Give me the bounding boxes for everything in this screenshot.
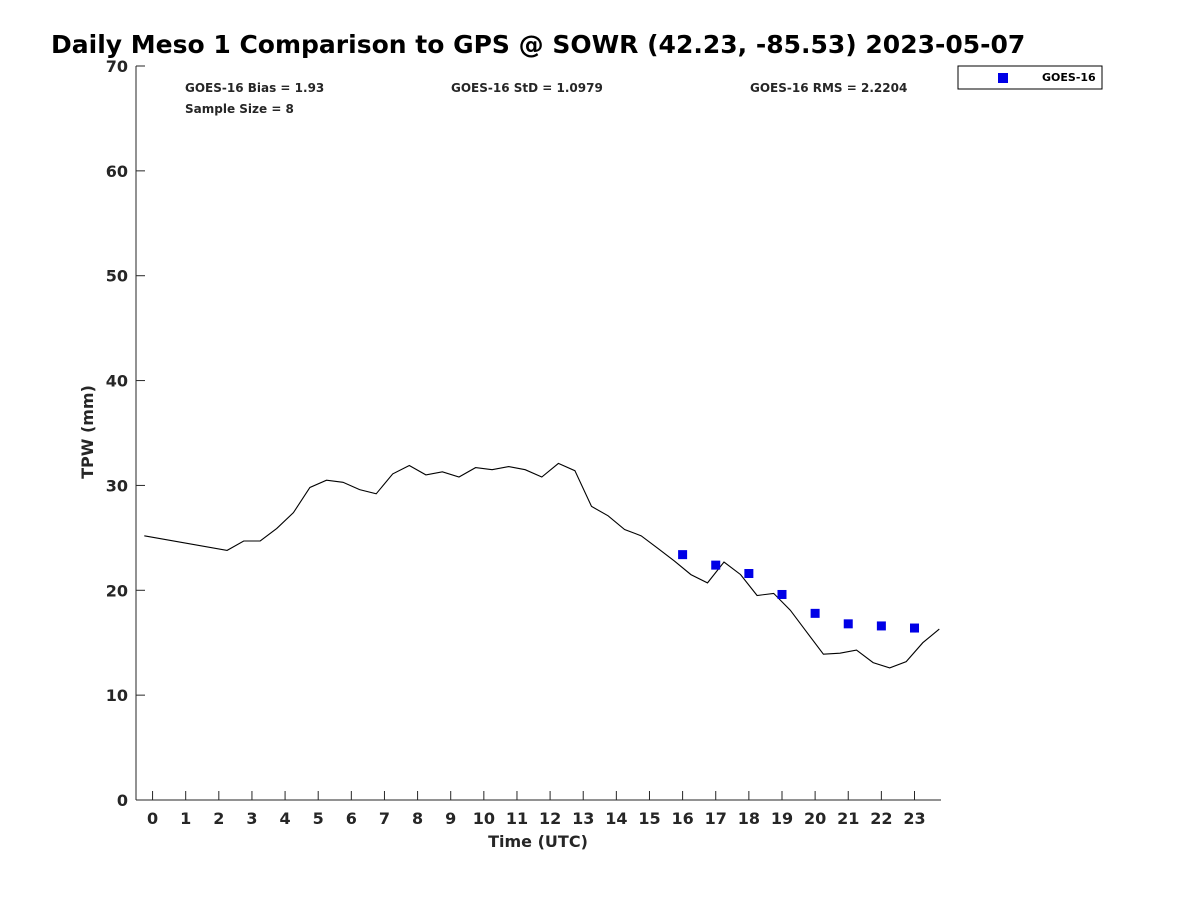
- y-tick-label: 10: [106, 686, 128, 705]
- goes16-point: [777, 589, 787, 599]
- x-tick-label: 13: [572, 809, 594, 828]
- goes16-point: [711, 560, 721, 570]
- x-tick-label: 12: [539, 809, 561, 828]
- y-tick-label: 40: [106, 372, 128, 391]
- stat-std: GOES-16 StD = 1.0979: [451, 81, 603, 95]
- x-tick-label: 7: [379, 809, 390, 828]
- x-tick-label: 22: [870, 809, 892, 828]
- y-tick-label: 20: [106, 581, 128, 600]
- gps-tpw-line: [144, 462, 940, 669]
- x-tick-label: 19: [771, 809, 793, 828]
- x-tick-label: 10: [473, 809, 495, 828]
- x-tick-label: 4: [280, 809, 291, 828]
- x-tick-label: 16: [671, 809, 693, 828]
- legend-box: [957, 65, 1103, 90]
- stat-rms: GOES-16 RMS = 2.2204: [750, 81, 907, 95]
- x-tick-label: 23: [903, 809, 925, 828]
- chart-title: Daily Meso 1 Comparison to GPS @ SOWR (4…: [51, 30, 1026, 59]
- x-tick-label: 14: [605, 809, 627, 828]
- x-tick-label: 15: [638, 809, 660, 828]
- legend-marker-goes16: [998, 73, 1008, 83]
- x-tick-label: 2: [213, 809, 224, 828]
- x-tick-label: 9: [445, 809, 456, 828]
- goes16-point: [678, 550, 688, 560]
- x-tick-label: 17: [705, 809, 727, 828]
- stat-bias: GOES-16 Bias = 1.93: [185, 81, 324, 95]
- goes16-point: [744, 569, 754, 579]
- legend: GOES-16: [957, 65, 1103, 90]
- x-tick-label: 8: [412, 809, 423, 828]
- x-tick-label: 11: [506, 809, 528, 828]
- y-ticks: 0 10 20 30 40 50 60 70: [106, 57, 145, 810]
- goes16-point: [810, 608, 820, 618]
- x-tick-label: 6: [346, 809, 357, 828]
- y-tick-label: 30: [106, 476, 128, 495]
- y-tick-label: 70: [106, 57, 128, 76]
- y-tick-label: 60: [106, 162, 128, 181]
- goes16-point: [876, 621, 886, 631]
- stat-sample-size: Sample Size = 8: [185, 102, 294, 116]
- x-tick-label: 18: [738, 809, 760, 828]
- y-tick-label: 50: [106, 267, 128, 286]
- axes: [135, 66, 941, 801]
- legend-label-goes16: GOES-16: [1042, 71, 1096, 84]
- x-tick-label: 3: [246, 809, 257, 828]
- y-axis-label: TPW (mm): [78, 385, 97, 479]
- goes16-point: [909, 623, 919, 633]
- x-tick-label: 5: [313, 809, 324, 828]
- goes16-point: [843, 619, 853, 629]
- x-tick-label: 0: [147, 809, 158, 828]
- x-tick-label: 20: [804, 809, 826, 828]
- x-axis-label: Time (UTC): [488, 832, 588, 851]
- x-tick-label: 1: [180, 809, 191, 828]
- y-tick-label: 0: [117, 791, 128, 810]
- series-layer: [144, 462, 940, 669]
- x-tick-label: 21: [837, 809, 859, 828]
- x-ticks: 0 1 2 3 4 5 6 7 8 9 10 11 12 13 14 15 16 17 18 19 20 21 22 23: [147, 791, 926, 828]
